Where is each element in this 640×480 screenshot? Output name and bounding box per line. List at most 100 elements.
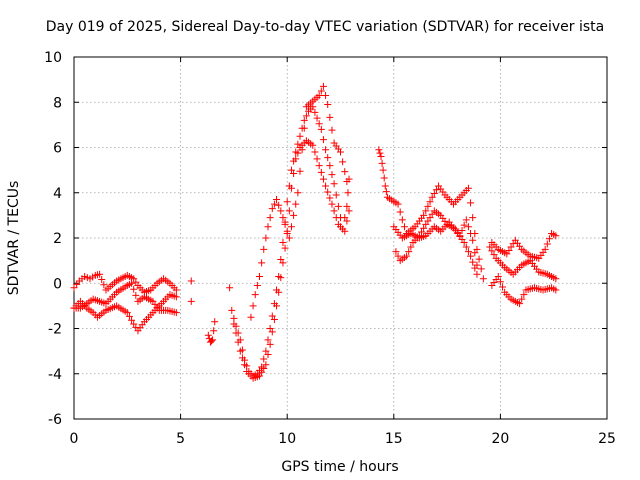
data-point-marker — [378, 159, 386, 167]
data-point-marker — [315, 91, 323, 99]
data-point-marker — [518, 295, 526, 303]
data-point-marker — [313, 155, 321, 163]
y-tick-label: 0 — [53, 276, 62, 292]
data-point-marker — [260, 364, 268, 372]
data-point-marker — [552, 286, 560, 294]
data-point-marker — [379, 166, 387, 174]
data-point-marker — [238, 354, 246, 362]
data-point-marker — [396, 208, 404, 216]
data-point-marker — [273, 196, 281, 204]
data-point-marker — [283, 227, 291, 235]
data-point-marker — [273, 302, 281, 310]
data-point-marker — [469, 236, 477, 244]
data-point-marker — [270, 315, 278, 323]
data-point-marker — [302, 112, 310, 120]
data-point-marker — [422, 207, 430, 215]
data-point-marker — [251, 291, 259, 299]
data-point-marker — [467, 229, 475, 237]
data-point-marker — [394, 252, 402, 260]
data-point-marker — [270, 200, 278, 208]
y-tick-label: 2 — [53, 231, 62, 247]
data-point-marker — [264, 223, 272, 231]
data-point-marker — [341, 168, 349, 176]
data-point-marker — [283, 198, 291, 206]
data-point-marker — [290, 170, 298, 178]
data-point-marker — [469, 258, 477, 266]
data-point-marker — [326, 194, 334, 202]
data-point-marker — [275, 201, 283, 209]
data-point-marker — [187, 277, 195, 285]
data-point-marker — [400, 223, 408, 231]
data-point-marker — [520, 291, 528, 299]
data-point-marker — [268, 328, 276, 336]
data-point-marker — [172, 309, 180, 317]
data-point-marker — [249, 302, 257, 310]
data-point-marker — [344, 189, 352, 197]
data-point-marker — [499, 283, 507, 291]
data-point-marker — [486, 243, 494, 251]
data-point-marker — [315, 120, 323, 128]
data-point-marker — [130, 285, 138, 293]
x-tick-label: 15 — [385, 431, 403, 447]
data-point-marker — [100, 281, 108, 289]
data-point-marker — [332, 214, 340, 222]
data-point-marker — [319, 82, 327, 90]
y-axis-label: SDTVAR / TECUs — [6, 181, 22, 296]
tick-layer: 0 5 10 15 20 25 -6 -4 -2 0 2 4 6 8 10 — [44, 50, 616, 447]
data-point-marker — [209, 336, 217, 344]
data-point-marker — [315, 162, 323, 170]
data-point-marker — [260, 355, 268, 363]
data-point-marker — [381, 182, 389, 190]
data-point-marker — [279, 259, 287, 267]
data-point-marker — [543, 240, 551, 248]
data-point-marker — [479, 275, 487, 283]
data-point-marker — [298, 146, 306, 154]
data-point-marker — [255, 272, 263, 280]
data-point-marker — [290, 211, 298, 219]
data-point-marker — [311, 108, 319, 116]
data-point-marker — [260, 245, 268, 253]
x-tick-label: 20 — [491, 431, 509, 447]
y-tick-label: 10 — [44, 50, 62, 66]
data-point-marker — [496, 278, 504, 286]
data-point-marker — [490, 251, 498, 259]
y-tick-label: 6 — [53, 141, 62, 157]
data-point-marker — [266, 214, 274, 222]
data-point-marker — [317, 125, 325, 133]
data-point-marker — [230, 320, 238, 328]
data-point-marker — [322, 146, 330, 154]
data-point-marker — [211, 318, 219, 326]
data-point-marker — [294, 189, 302, 197]
y-tick-label: -6 — [48, 412, 62, 428]
data-point-marker — [343, 177, 351, 185]
data-point-marker — [98, 275, 106, 283]
data-point-marker — [204, 331, 212, 339]
data-point-marker — [322, 91, 330, 99]
data-point-marker — [326, 162, 334, 170]
data-point-marker — [226, 284, 234, 292]
data-point-marker — [241, 361, 249, 369]
data-point-marker — [255, 372, 263, 380]
data-point-marker — [292, 155, 300, 163]
data-point-marker — [330, 180, 338, 188]
data-point-marker — [287, 223, 295, 231]
grid-layer — [74, 57, 607, 419]
data-point-marker — [376, 149, 384, 157]
data-point-marker — [494, 272, 502, 280]
data-point-marker — [275, 288, 283, 296]
data-point-marker — [258, 259, 266, 267]
data-point-marker — [471, 249, 479, 257]
data-point-marker — [375, 146, 383, 154]
data-point-marker — [345, 207, 353, 215]
data-point-marker — [398, 216, 406, 224]
data-point-marker — [279, 214, 287, 222]
data-point-marker — [337, 148, 344, 156]
data-point-marker — [420, 224, 428, 232]
data-point-marker — [294, 149, 302, 157]
data-point-marker — [341, 227, 349, 235]
data-point-marker — [330, 207, 338, 215]
data-point-marker — [328, 126, 336, 134]
data-point-marker — [277, 274, 285, 282]
